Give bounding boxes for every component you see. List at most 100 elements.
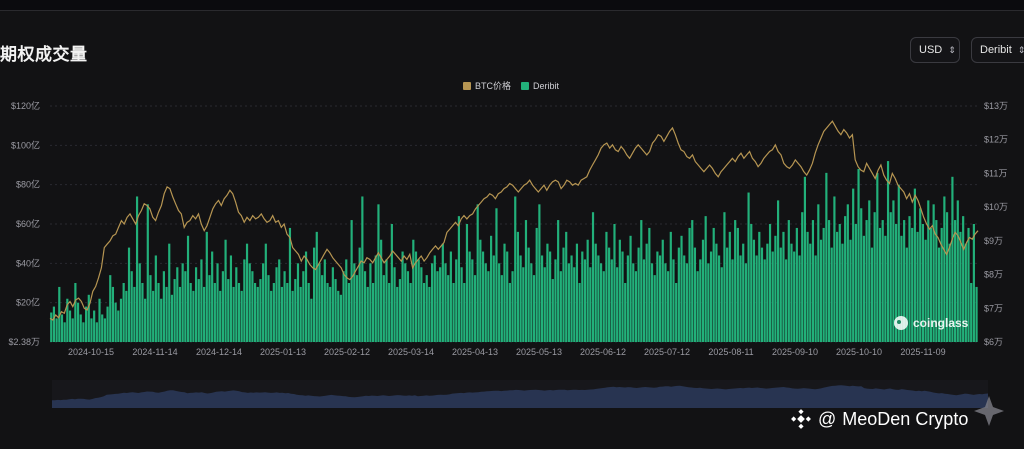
x-tick-label: 2025-09-10 [772,347,818,357]
volume-bar [726,247,729,342]
x-tick-label: 2025-10-10 [836,347,882,357]
volume-bar [589,267,592,342]
exchange-select[interactable]: Deribit ⇕ [971,37,1024,63]
volume-bar [130,271,133,342]
volume-bar [795,227,798,342]
volume-bar [959,231,962,342]
volume-bar [878,227,882,342]
volume-bar [720,267,723,342]
volume-bar [672,259,675,342]
volume-bar [857,168,860,342]
legend-label: Deribit [533,81,560,91]
volume-bar [538,204,541,342]
volume-bar [87,294,90,342]
volume-bar [886,161,890,342]
volume-bar [664,263,667,342]
volume-bar [723,212,726,342]
volume-bar [168,243,171,342]
volume-bar [63,322,66,342]
volume-bar [321,275,324,342]
volume-bar [650,263,654,342]
volume-bar [575,243,579,342]
y-right-tick-label: $12万 [984,135,1008,145]
volume-bar [50,312,53,342]
legend-swatch [521,82,529,90]
volume-bar [712,227,715,342]
volume-bar [701,239,705,342]
legend-swatch [463,82,471,90]
volume-bar [55,318,58,342]
page-title: 期权成交量 [0,45,88,64]
volume-bar [200,259,203,342]
volume-bar [417,259,420,342]
volume-bar [329,286,332,342]
y-right-tick-label: $11万 [984,168,1007,178]
volume-bar [262,263,265,342]
volume-bar [927,200,930,342]
volume-bar [776,200,780,342]
y-right-tick-label: $6万 [984,337,1003,347]
volume-bar [975,286,978,342]
volume-bar [272,283,275,342]
volume-bar [465,224,469,342]
volume-bar [602,271,605,342]
volume-bar [511,271,514,342]
volume-bar [819,239,823,342]
volume-bar [699,259,702,342]
volume-bar [742,243,745,342]
volume-bar [157,283,160,342]
volume-bar [744,263,747,342]
volume-bar [825,172,828,342]
volume-bar [919,208,922,342]
volume-bar [581,251,584,342]
volume-bar [774,235,777,342]
volume-bar [833,196,836,342]
volume-bar [232,286,235,342]
volume-bar [514,196,517,342]
volume-bar [484,263,487,342]
volume-bar [814,255,817,342]
volume-bar [160,298,163,342]
volume-bar [841,243,844,342]
volume-bar [412,239,415,342]
y-left-tick-label: $40亿 [16,257,40,268]
volume-bar [342,271,345,342]
volume-bar [852,188,855,342]
volume-bar [404,263,407,342]
volume-bar [114,302,117,342]
volume-bar [535,227,538,342]
volume-bar [267,275,270,342]
volume-bar [736,227,739,342]
volume-bar [270,290,273,342]
volume-bar [382,275,385,342]
volume-bar [95,322,98,342]
volume-bar [144,298,147,342]
volume-bar [688,227,691,342]
volume-bar [734,220,737,342]
x-tick-label: 2024-10-15 [68,347,114,357]
volume-bar [463,283,466,342]
volume-bar [661,239,664,342]
y-left-tick-label: $80亿 [16,179,40,190]
volume-bar [758,231,761,342]
volume-bar [213,283,216,342]
volume-bar [444,263,447,342]
volume-bar [385,259,388,342]
volume-bar [219,290,222,342]
y-right-tick-label: $13万 [984,101,1008,111]
volume-bar [838,224,841,342]
volume-bar [921,224,925,342]
volume-bar [355,275,359,342]
volume-bar [608,247,611,342]
volume-bar [715,243,718,342]
volume-bar [677,247,680,342]
volume-bar [447,275,450,342]
volume-bar [943,196,946,342]
currency-select[interactable]: USD ⇕ [910,37,960,63]
volume-bar [873,212,876,342]
volume-bar [640,220,643,342]
volume-bar [658,255,662,342]
volume-bar [398,279,402,342]
volume-bar [656,251,659,342]
volume-bar [624,283,627,342]
